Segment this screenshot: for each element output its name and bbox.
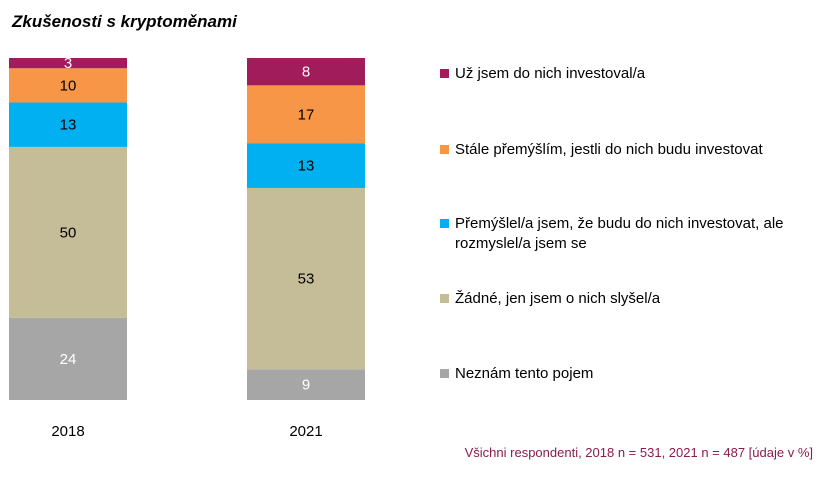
legend-item: Přemýšlel/a jsem, že budu do nich invest… bbox=[440, 214, 800, 254]
data-label: 53 bbox=[298, 271, 315, 288]
data-label: 13 bbox=[298, 158, 315, 175]
legend-swatch bbox=[440, 294, 449, 303]
bar-segment bbox=[247, 369, 365, 400]
legend-item: Žádné, jen jsem o nich slyšel/a bbox=[440, 289, 800, 309]
category-label: 2018 bbox=[51, 423, 84, 440]
legend-label: Přemýšlel/a jsem, že budu do nich invest… bbox=[455, 215, 784, 252]
bar-segment bbox=[9, 102, 127, 147]
bar-segment bbox=[9, 317, 127, 400]
bar-segment bbox=[247, 187, 365, 370]
data-label: 50 bbox=[60, 224, 77, 241]
legend: Už jsem do nich investoval/a Stále přemý… bbox=[440, 0, 825, 420]
data-label: 3 bbox=[64, 55, 72, 72]
data-label: 10 bbox=[60, 77, 77, 94]
legend-swatch bbox=[440, 369, 449, 378]
data-label: 24 bbox=[60, 351, 77, 368]
bar-segment bbox=[247, 143, 365, 188]
bar-segment bbox=[9, 58, 127, 69]
category-label: 2021 bbox=[289, 423, 322, 440]
legend-item: Už jsem do nich investoval/a bbox=[440, 64, 800, 84]
bar-segment bbox=[9, 68, 127, 103]
data-label: 17 bbox=[298, 106, 315, 123]
footnote: Všichni respondenti, 2018 n = 531, 2021 … bbox=[464, 445, 813, 460]
legend-swatch bbox=[440, 219, 449, 228]
data-label: 9 bbox=[302, 377, 310, 394]
legend-label: Už jsem do nich investoval/a bbox=[455, 65, 646, 82]
legend-item: Neznám tento pojem bbox=[440, 364, 800, 384]
legend-label: Neznám tento pojem bbox=[455, 365, 594, 382]
data-label: 13 bbox=[60, 117, 77, 134]
legend-label: Žádné, jen jsem o nich slyšel/a bbox=[455, 290, 661, 307]
legend-swatch bbox=[440, 145, 449, 154]
bar-segment bbox=[247, 85, 365, 144]
bar-segment bbox=[247, 58, 365, 86]
chart-title: Zkušenosti s kryptoměnami bbox=[12, 12, 237, 31]
bar-segment bbox=[9, 146, 127, 318]
stacked-bar-chart: 24 50 13 10 3 2018 9 53 13 17 8 2021 bbox=[9, 55, 365, 440]
legend-label: Stále přemýšlím, jestli do nich budu inv… bbox=[455, 141, 763, 158]
legend-swatch bbox=[440, 69, 449, 78]
data-label: 8 bbox=[302, 64, 310, 81]
legend-item: Stále přemýšlím, jestli do nich budu inv… bbox=[440, 140, 800, 160]
